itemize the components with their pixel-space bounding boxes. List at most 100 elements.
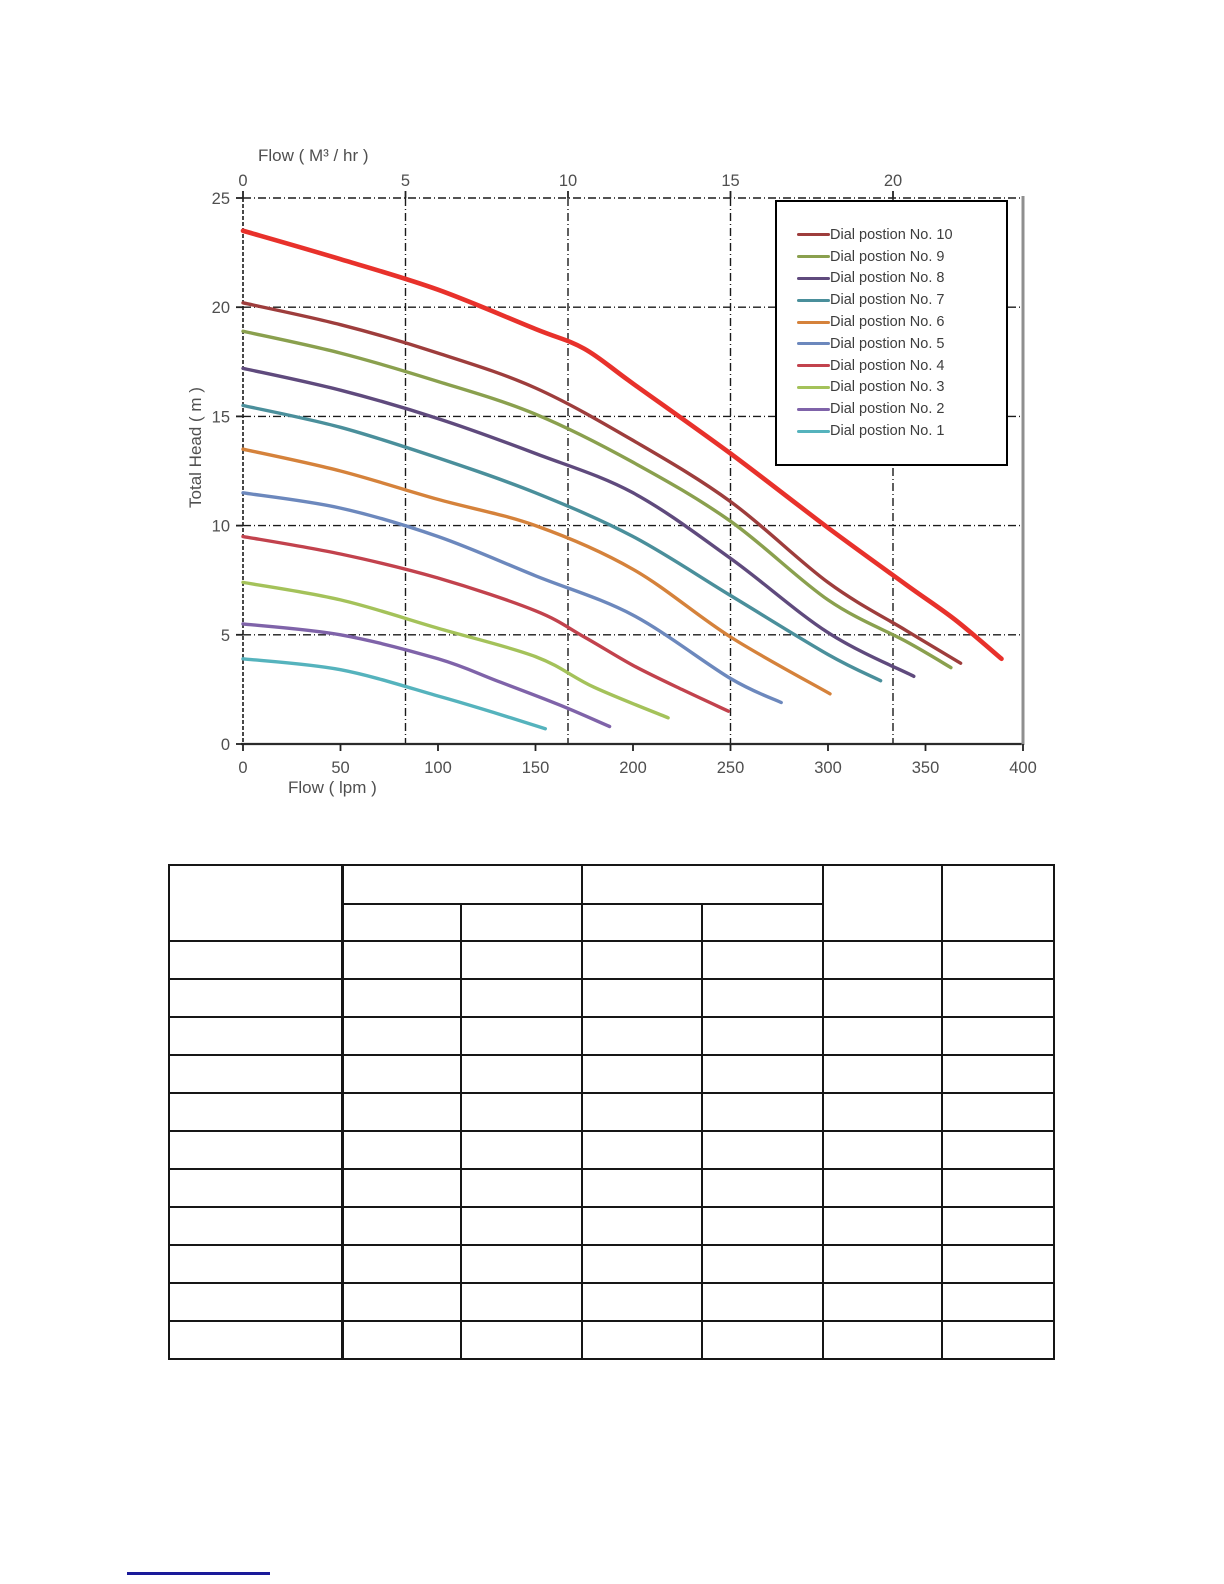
table-cell — [941, 1244, 1055, 1284]
legend-entry: Dial postion No. 9 — [777, 246, 1006, 268]
table-cell — [941, 1130, 1055, 1170]
legend-swatch-line — [797, 298, 830, 302]
table-row — [168, 1054, 1055, 1094]
table-cell — [822, 1282, 943, 1322]
legend-entry: Dial postion No. 4 — [777, 355, 1006, 377]
legend-swatch-line — [797, 276, 830, 280]
x-top-tick-label: 20 — [884, 172, 902, 190]
table-cell — [168, 1130, 344, 1170]
x-bottom-tick-label: 200 — [619, 759, 647, 777]
table-cell — [460, 978, 583, 1018]
curve-dial-2 — [241, 622, 612, 729]
table-cell — [341, 1130, 462, 1170]
table-header-col7 — [941, 864, 1055, 942]
table-cell — [341, 1016, 462, 1056]
table-cell — [941, 1282, 1055, 1322]
spec-table — [168, 864, 1055, 1360]
table-cell — [460, 1206, 583, 1246]
table-cell — [341, 1320, 462, 1360]
y-tick-label: 10 — [212, 518, 230, 536]
y-tick-label: 15 — [212, 408, 230, 426]
table-cell — [168, 1282, 344, 1322]
table-cell — [460, 940, 583, 980]
table-cell — [701, 1092, 824, 1132]
table-cell — [701, 1130, 824, 1170]
table-cell — [460, 1320, 583, 1360]
table-cell — [341, 978, 462, 1018]
table-cell — [581, 1016, 703, 1056]
table-cell — [701, 1054, 824, 1094]
table-header-row-2 — [169, 903, 1054, 942]
table-cell — [581, 1130, 703, 1170]
table-subheader — [581, 903, 703, 942]
legend-entry: Dial postion No. 7 — [777, 289, 1006, 311]
table-cell — [701, 1016, 824, 1056]
table-cell — [822, 1320, 943, 1360]
table-cell — [701, 1320, 824, 1360]
table-cell — [822, 978, 943, 1018]
legend-entry: Dial postion No. 8 — [777, 268, 1006, 290]
pump-curves-chart: 0 5 10 15 200 50 100 150 200 250 300 350 40005101520… — [212, 172, 1037, 777]
legend-label: Dial postion No. 3 — [830, 379, 945, 396]
table-cell — [460, 1282, 583, 1322]
curve-dial-10 — [241, 301, 963, 665]
legend-label: Dial postion No. 4 — [830, 357, 945, 374]
table-cell — [581, 1244, 703, 1284]
footer-rule — [127, 1572, 270, 1575]
legend-entry: Dial postion No. 6 — [777, 311, 1006, 333]
curve-dial-3 — [241, 580, 670, 720]
table-cell — [460, 1130, 583, 1170]
x-bottom-tick-label: 50 — [331, 759, 349, 777]
y-axis-title: Total Head ( m ) — [186, 387, 205, 508]
table-cell — [701, 1206, 824, 1246]
table-cell — [941, 978, 1055, 1018]
table-cell — [701, 1168, 824, 1208]
table-row — [168, 1016, 1055, 1056]
table-cell — [341, 1282, 462, 1322]
x-bottom-tick-label: 400 — [1009, 759, 1037, 777]
table-row — [168, 1282, 1055, 1322]
table-cell — [941, 1320, 1055, 1360]
legend-label: Dial postion No. 2 — [830, 401, 945, 418]
table-cell — [460, 1168, 583, 1208]
table-cell — [822, 1016, 943, 1056]
table-cell — [341, 1054, 462, 1094]
table-header-group1 — [341, 864, 583, 905]
legend-swatch-line — [797, 407, 830, 411]
y-tick-label: 0 — [221, 736, 230, 754]
table-cell — [168, 1054, 344, 1094]
table-cell — [581, 1168, 703, 1208]
legend-label: Dial postion No. 9 — [830, 248, 945, 265]
x-bottom-tick-label: 0 — [238, 759, 247, 777]
legend-label: Dial postion No. 5 — [830, 335, 945, 352]
table-cell — [581, 1206, 703, 1246]
x-bottom-tick-label: 150 — [522, 759, 550, 777]
table-row — [168, 1206, 1055, 1246]
table-row — [168, 1320, 1055, 1360]
x-axis-top-title: Flow ( M³ / hr ) — [258, 146, 369, 165]
table-row — [168, 1130, 1055, 1170]
curve-dial-4 — [241, 534, 731, 713]
legend-entry: Dial postion No. 10 — [777, 224, 1006, 246]
table-cell — [168, 1244, 344, 1284]
table-row — [168, 1168, 1055, 1208]
x-bottom-tick-label: 350 — [912, 759, 940, 777]
table-cell — [460, 1244, 583, 1284]
legend-swatch-line — [797, 364, 830, 368]
curve-dial-7 — [241, 403, 883, 683]
legend-entry: Dial postion No. 2 — [777, 398, 1006, 420]
legend-swatch-line — [797, 429, 830, 433]
table-cell — [701, 1244, 824, 1284]
table-cell — [701, 978, 824, 1018]
table-row — [168, 1244, 1055, 1284]
table-cell — [341, 1092, 462, 1132]
table-cell — [822, 1244, 943, 1284]
legend-swatch-line — [797, 255, 830, 259]
table-cell — [941, 1206, 1055, 1246]
legend-label: Dial postion No. 6 — [830, 314, 945, 331]
legend-swatch-line — [797, 233, 830, 237]
table-cell — [581, 1054, 703, 1094]
table-cell — [822, 1054, 943, 1094]
x-top-tick-label: 5 — [401, 172, 410, 190]
